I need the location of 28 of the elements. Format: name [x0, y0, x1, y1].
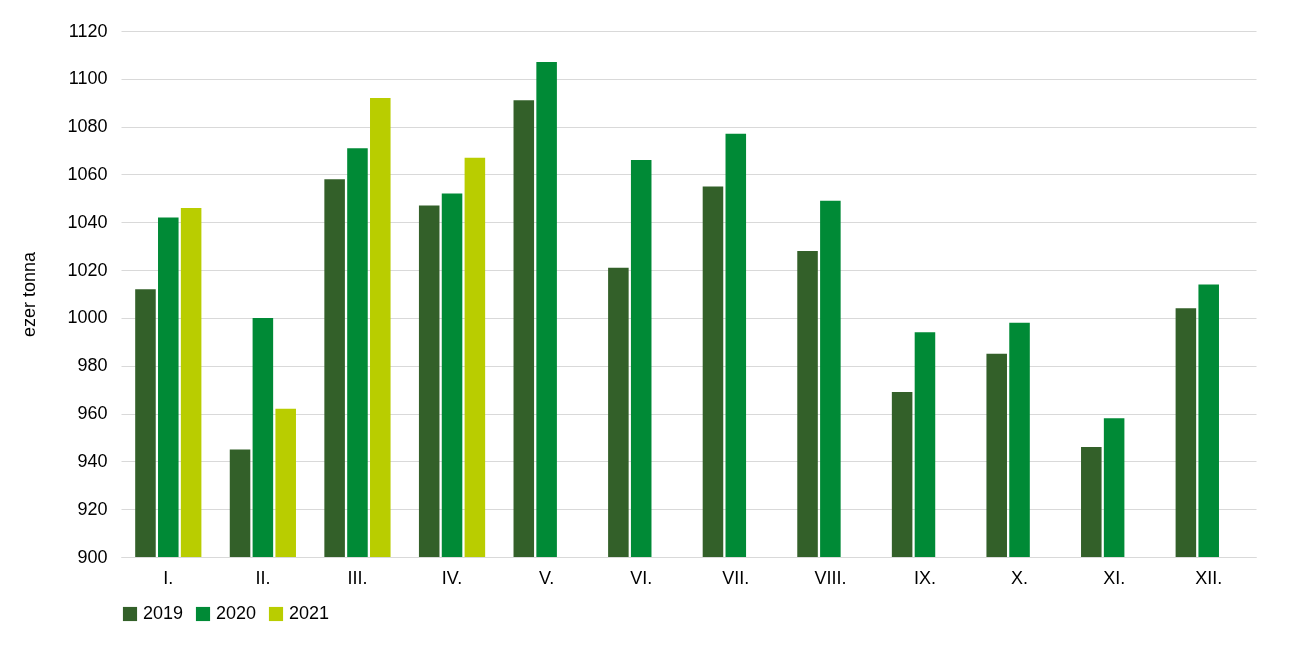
x-tick-label: VI.	[630, 567, 653, 588]
x-tick-label: VIII.	[814, 567, 847, 588]
x-tick-label: V.	[538, 567, 555, 588]
y-tick-label: 1040	[67, 211, 108, 232]
x-tick-label: XI.	[1103, 567, 1126, 588]
y-tick-label: 1100	[68, 68, 108, 89]
y-tick-label: 940	[77, 450, 108, 471]
y-tick-label: 1000	[67, 307, 108, 328]
x-tick-label: II.	[255, 567, 271, 588]
y-tick-label: 1060	[67, 163, 108, 184]
x-tick-label: X.	[1011, 567, 1029, 588]
x-tick-label: IV.	[441, 567, 463, 588]
x-tick-label: I.	[163, 567, 174, 588]
y-tick-label: 960	[77, 403, 108, 424]
y-tick-label: 1120	[68, 20, 108, 41]
legend-label: 2020	[216, 603, 257, 623]
x-tick-label: III.	[347, 567, 368, 588]
y-tick-label: 920	[77, 498, 108, 519]
legend-label: 2021	[289, 603, 330, 623]
y-tick-label: 980	[77, 355, 108, 376]
y-axis-title: ezer tonna	[19, 250, 40, 338]
y-tick-label: 1080	[67, 116, 108, 137]
x-tick-label: XII.	[1195, 567, 1223, 588]
y-tick-label: 900	[77, 546, 108, 567]
legend-label: 2019	[143, 603, 184, 623]
y-tick-label: 1020	[67, 259, 108, 280]
x-tick-label: VII.	[722, 567, 750, 588]
x-tick-label: IX.	[913, 567, 936, 588]
